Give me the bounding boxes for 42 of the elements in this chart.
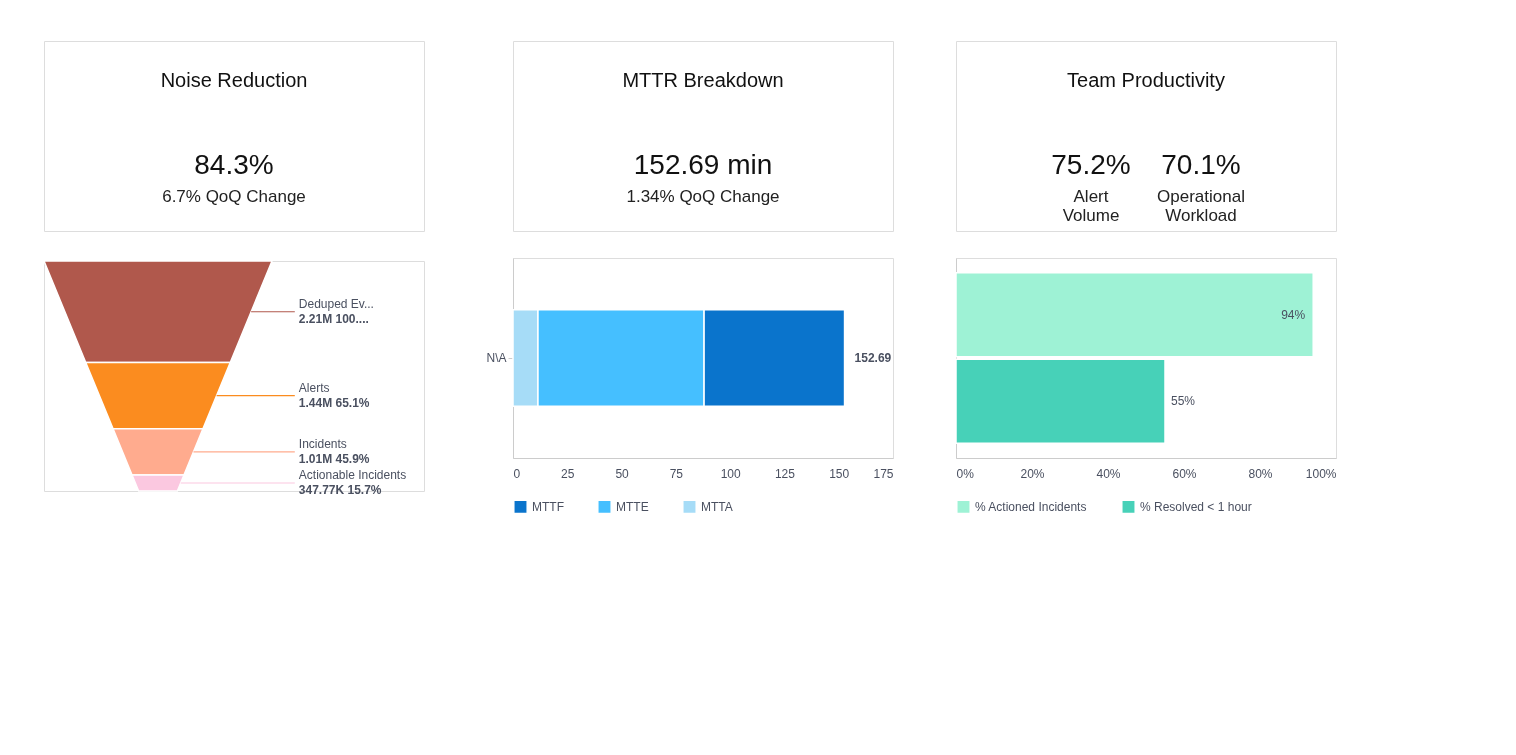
data-label: 55% (1171, 394, 1196, 409)
category-label: Incidents (298, 436, 347, 451)
text: 6.7% QoQ Change (162, 187, 306, 206)
x-tick-label: 175 (873, 466, 894, 481)
x-tick-label: 0 (513, 466, 521, 481)
y-tick-label: N\A (486, 351, 507, 365)
total-label: 152.69 (854, 351, 892, 365)
text: 70.1% (1161, 149, 1241, 180)
legend-label: % Resolved < 1 hour (1140, 499, 1252, 514)
legend-label: MTTA (701, 499, 733, 514)
text: 1.34% QoQ Change (626, 187, 780, 206)
x-tick-label: 50 (615, 466, 630, 481)
data-label: 347.77K 15.7% (298, 483, 382, 498)
x-tick-label: 60% (1172, 466, 1197, 481)
chart-title: Team Productivity (1067, 69, 1225, 91)
text: Noise Reduction (160, 69, 308, 91)
chart-title: MTTR Breakdown (622, 69, 784, 91)
text: Operational Workload (1157, 187, 1245, 225)
x-tick-label: 40% (1096, 466, 1121, 481)
x-tick-label: 100 (720, 466, 741, 481)
x-tick-label: 125 (774, 466, 796, 481)
data-label: 2.21M 100.... (298, 311, 369, 326)
x-tick-label: 80% (1248, 466, 1273, 481)
text: 75.2% (1051, 149, 1131, 180)
x-tick-label: 75 (669, 466, 684, 481)
data-label: 1.44M 65.1% (298, 395, 370, 410)
category-label: Actionable Incidents (298, 468, 407, 483)
text: 84.3% (194, 149, 274, 180)
legend-label: MTTF (532, 499, 564, 514)
legend-label: MTTE (616, 499, 649, 514)
x-tick-label: 0% (956, 466, 975, 481)
data-label: 94% (1281, 307, 1306, 322)
category-label: Deduped Ev... (298, 296, 374, 311)
x-tick-label: 25 (561, 466, 575, 481)
x-tick-label: 150 (829, 466, 850, 481)
legend-label: % Actioned Incidents (975, 499, 1087, 514)
text: Alert Volume (1062, 187, 1120, 225)
x-tick-label: 20% (1020, 466, 1045, 481)
x-tick-label: 100% (1305, 466, 1337, 481)
category-label: Alerts (298, 380, 330, 395)
data-label: 1.01M 45.9% (298, 451, 370, 466)
text: 152.69 min (633, 149, 773, 180)
